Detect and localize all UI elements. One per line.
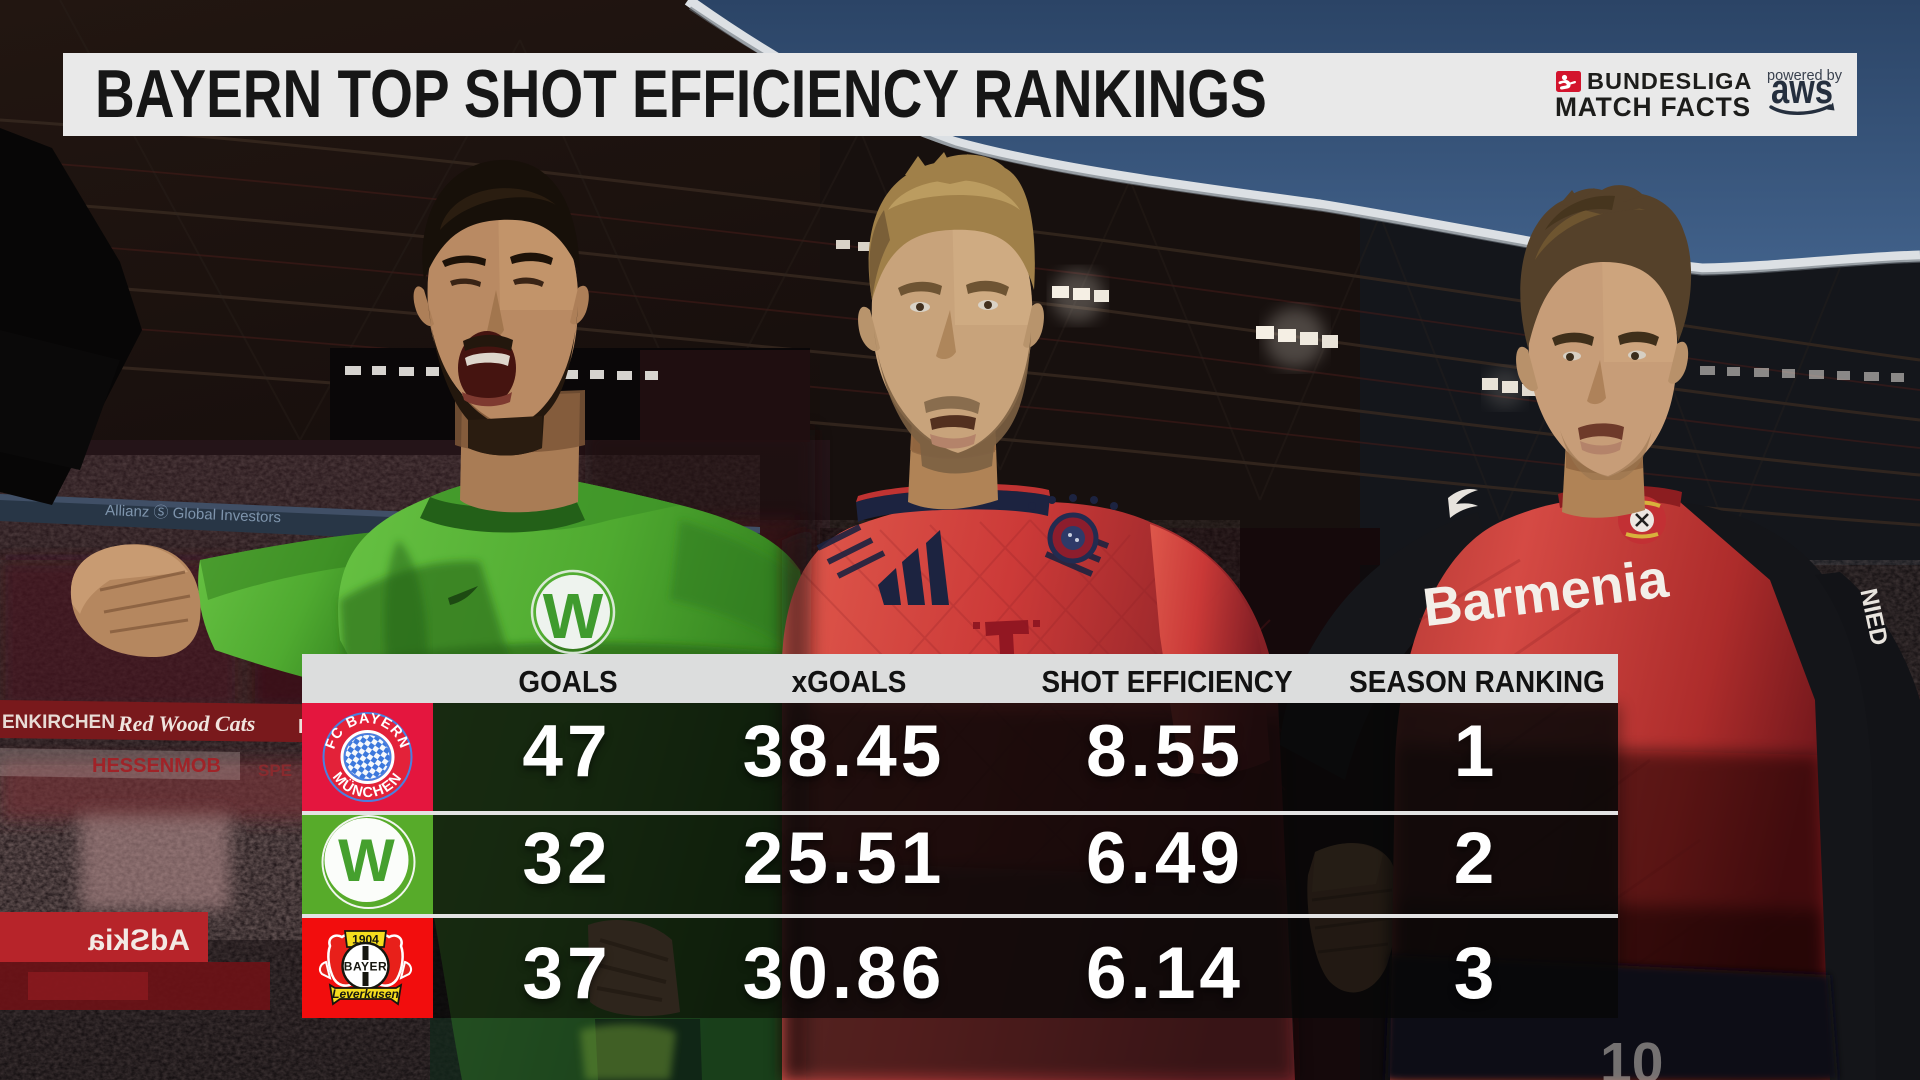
svg-text:AdSkia: AdSkia xyxy=(88,924,190,957)
svg-text:Red Wood Cats: Red Wood Cats xyxy=(117,711,255,736)
svg-text:W: W xyxy=(338,827,395,894)
svg-text:Leverkusen: Leverkusen xyxy=(332,987,399,1001)
svg-text:powered by: powered by xyxy=(1767,68,1843,84)
svg-text:HESSENMOB: HESSENMOB xyxy=(92,755,221,777)
svg-text:BAYER: BAYER xyxy=(344,960,387,974)
svg-text:BUNDESLIGA: BUNDESLIGA xyxy=(1587,68,1752,94)
svg-text:SPE: SPE xyxy=(258,761,292,780)
svg-text:W: W xyxy=(543,580,604,652)
svg-text:MATCH FACTS: MATCH FACTS xyxy=(1555,92,1751,122)
svg-text:ENKIRCHEN: ENKIRCHEN xyxy=(2,712,115,733)
svg-text:10: 10 xyxy=(1600,1031,1663,1080)
svg-text:aws: aws xyxy=(1771,65,1833,112)
